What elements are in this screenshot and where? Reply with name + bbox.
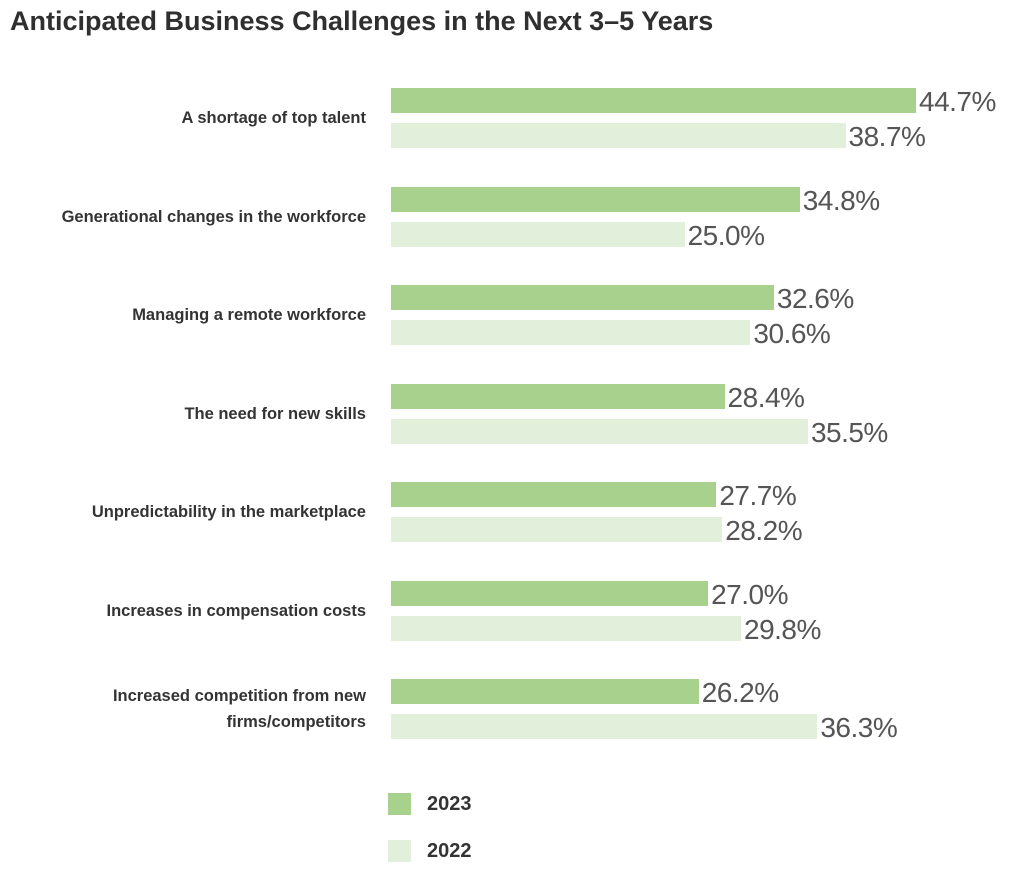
value-label: 25.0% (687, 219, 765, 251)
value-label: 35.5% (810, 416, 888, 448)
bar (391, 88, 916, 113)
value-label: 34.8% (802, 184, 880, 216)
value-label: 27.7% (719, 480, 797, 511)
bar (391, 482, 717, 507)
category-label: A shortage of top talent (181, 109, 366, 127)
value-label: 36.3% (820, 712, 898, 743)
category-label: Increases in compensation costs (106, 601, 366, 620)
legend-label: 2022 (427, 840, 472, 862)
chart-title: Anticipated Business Challenges in the N… (10, 6, 714, 36)
value-label: 27.0% (711, 578, 789, 610)
bar (391, 679, 699, 704)
value-label: 29.8% (744, 613, 821, 645)
bar (391, 580, 709, 606)
value-label: 44.7% (919, 86, 996, 117)
bar (391, 123, 846, 148)
bar (391, 714, 818, 739)
bar (391, 418, 808, 444)
bar (391, 221, 685, 247)
value-label: 26.2% (701, 677, 779, 708)
bar (391, 285, 774, 310)
category-label: The need for new skills (184, 404, 366, 423)
value-label: 28.2% (725, 515, 803, 546)
value-label: 38.7% (848, 121, 926, 152)
bar (391, 517, 723, 542)
category-label: Managing a remote workforce (132, 306, 366, 324)
value-label: 28.4% (727, 381, 805, 413)
bar (391, 320, 751, 345)
value-label: 32.6% (776, 283, 854, 314)
category-label: Unpredictability in the marketplace (91, 503, 366, 521)
bar (391, 383, 725, 409)
category-label: Generational changes in the workforce (61, 207, 366, 226)
legend-label: 2023 (427, 793, 472, 815)
bar (391, 186, 800, 212)
legend-swatch (388, 793, 411, 815)
category-label: Increased competition from new firms/com… (112, 687, 366, 731)
value-label: 30.6% (753, 318, 831, 349)
legend-swatch (388, 840, 411, 862)
bar (391, 615, 741, 641)
